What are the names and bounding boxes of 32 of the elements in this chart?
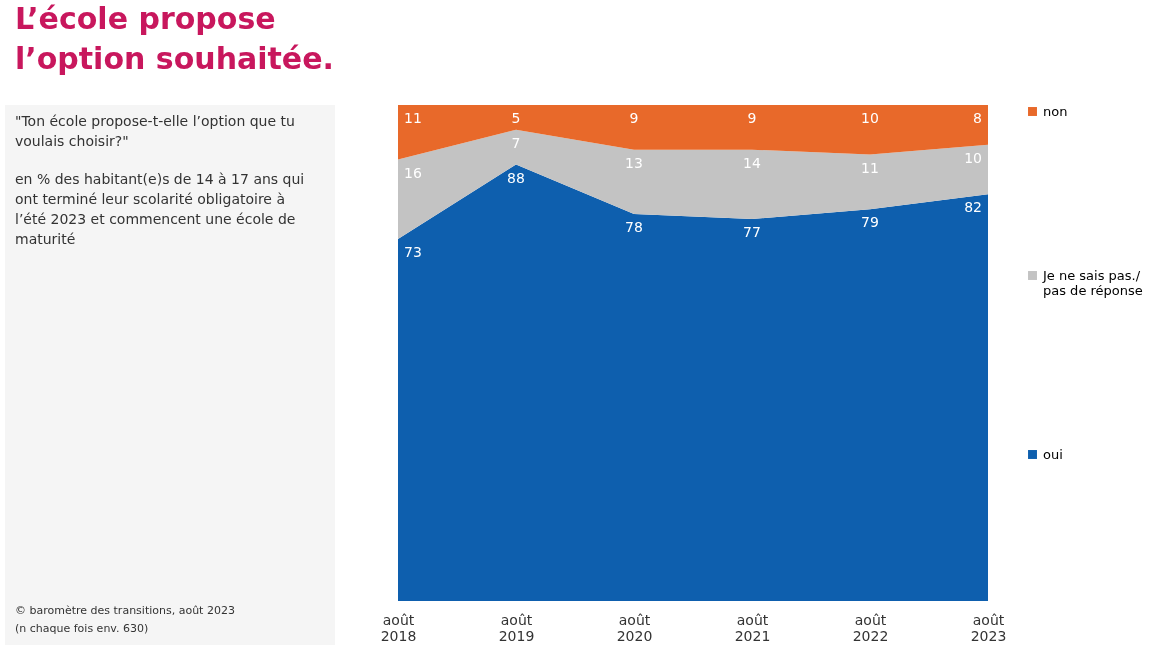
text: en % des habitant(e)s de 14 à 17 ans qui ont terminé leur scolarité obligatoire à l’été 2023 et commencent une école de maturité: [15, 171, 305, 247]
text: "Ton école propose-t-elle l’option que tu voulais choisir?": [15, 113, 295, 149]
data-label: 73: [404, 243, 422, 260]
data-label: 82: [964, 199, 982, 216]
data-label: 11: [861, 159, 879, 176]
x-tick-label: août 2021: [734, 611, 771, 644]
x-tick-label: août 2020: [616, 611, 653, 644]
data-label: 78: [625, 219, 643, 236]
data-label: 13: [625, 154, 643, 171]
data-label: 88: [507, 169, 525, 186]
data-label: 11: [404, 110, 422, 126]
data-label: 14: [743, 154, 761, 171]
x-tick-label: août 2019: [498, 611, 535, 644]
data-label: 77: [743, 224, 761, 241]
legend-label: non: [1043, 103, 1068, 119]
data-label: 10: [964, 149, 982, 166]
data-label: 10: [861, 110, 879, 126]
data-label: 16: [404, 164, 422, 181]
text: (n chaque fois env. 630): [15, 622, 149, 635]
data-label: 7: [511, 134, 521, 151]
data-label: 79: [861, 214, 879, 231]
data-label: 9: [747, 110, 757, 126]
data-label: 9: [629, 110, 639, 126]
legend-label: oui: [1043, 446, 1063, 462]
x-tick-label: août 2022: [852, 611, 889, 644]
x-tick-label: août 2018: [380, 611, 417, 644]
data-label: 5: [511, 110, 521, 126]
chart-title: L’école propose l’option souhaitée.: [15, 1, 334, 76]
x-tick-label: août 2023: [970, 611, 1007, 644]
legend-label: Je ne sais pas./ pas de réponse: [1042, 267, 1143, 298]
data-label: 8: [973, 110, 982, 126]
text: © baromètre des transitions, août 2023: [15, 604, 235, 617]
